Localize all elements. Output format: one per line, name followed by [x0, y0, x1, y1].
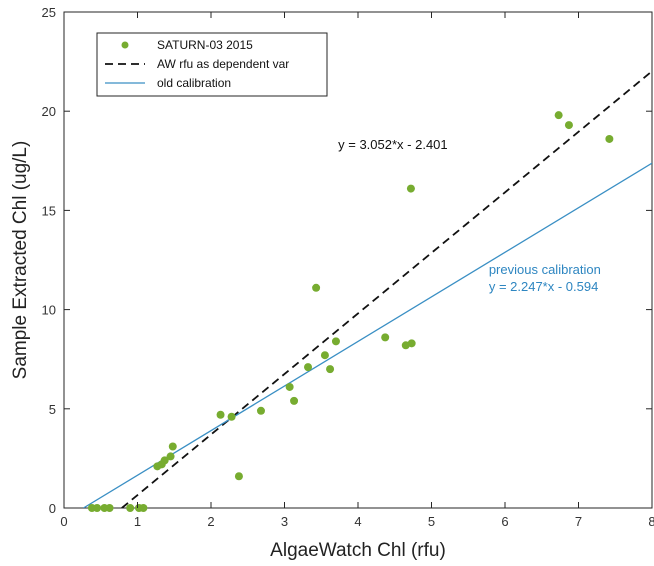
data-points	[87, 111, 614, 512]
annotation-1: previous calibration y = 2.247*x - 0.594	[489, 262, 601, 294]
data-point-19	[312, 283, 321, 292]
x-tick-label-4: 4	[354, 514, 361, 529]
legend-label-0: SATURN-03 2015	[157, 38, 253, 52]
data-point-9	[160, 456, 169, 465]
data-point-21	[326, 365, 335, 374]
y-tick-label-5: 25	[42, 5, 56, 20]
data-point-6	[139, 504, 148, 512]
legend-label-1: AW rfu as dependent var	[157, 57, 289, 71]
annotation-1-line-0: previous calibration	[489, 262, 601, 277]
x-tick-label-0: 0	[60, 514, 67, 529]
legend-label-2: old calibration	[157, 76, 231, 90]
annotation-0-line-0: y = 3.052*x - 2.401	[338, 137, 448, 152]
data-point-18	[304, 363, 313, 372]
y-axis-label: Sample Extracted Chl (ug/L)	[10, 141, 31, 380]
data-point-13	[227, 412, 236, 421]
data-point-29	[605, 134, 614, 143]
x-tick-label-6: 6	[501, 514, 508, 529]
data-point-27	[554, 111, 563, 120]
data-point-10	[166, 452, 175, 461]
fit-lines	[83, 70, 652, 508]
data-point-16	[285, 382, 294, 391]
y-tick-label-0: 0	[49, 501, 56, 516]
data-point-1	[93, 504, 102, 512]
fit-line-1	[83, 162, 652, 508]
axes: 0 1 2 3 4 5 6 7 8 0 5 10 15 20 25	[42, 5, 654, 529]
data-point-28	[564, 121, 573, 130]
data-point-3	[105, 504, 114, 512]
x-tick-label-2: 2	[207, 514, 214, 529]
legend-marker-0	[121, 41, 129, 49]
x-axis-label: AlgaeWatch Chl (rfu)	[270, 540, 446, 561]
data-point-22	[331, 337, 340, 346]
x-tick-label-7: 7	[575, 514, 582, 529]
y-tick-label-4: 20	[42, 104, 56, 119]
data-point-11	[168, 442, 177, 451]
y-tick-label-2: 10	[42, 303, 56, 318]
x-tick-label-1: 1	[134, 514, 141, 529]
annotations: y = 3.052*x - 2.401 previous calibration y…	[338, 137, 601, 294]
data-point-15	[256, 406, 265, 415]
annotation-1-line-1: y = 2.247*x - 0.594	[489, 279, 598, 294]
data-point-20	[320, 351, 329, 360]
data-point-23	[381, 333, 390, 342]
data-point-14	[234, 472, 243, 481]
data-point-4	[126, 504, 135, 512]
fit-line-0	[121, 70, 652, 508]
legend: SATURN-03 2015 AW rfu as dependent var old…	[96, 32, 328, 97]
x-tick-label-5: 5	[428, 514, 435, 529]
data-point-25	[407, 339, 416, 348]
data-point-12	[216, 410, 225, 419]
y-tick-label-3: 15	[42, 203, 56, 218]
annotation-0: y = 3.052*x - 2.401	[338, 137, 448, 152]
x-tick-label-8: 8	[648, 514, 654, 529]
y-tick-label-1: 5	[49, 402, 56, 417]
data-point-26	[406, 184, 415, 193]
data-point-17	[290, 396, 299, 405]
x-tick-label-3: 3	[281, 514, 288, 529]
